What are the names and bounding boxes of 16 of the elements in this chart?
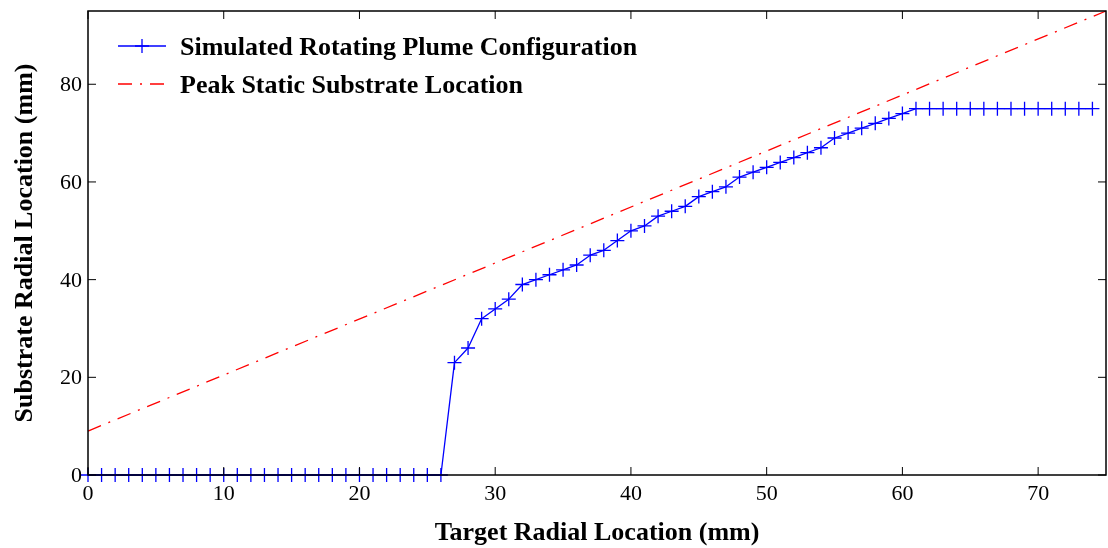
x-axis-title: Target Radial Location (mm) [434,517,760,546]
x-tick-label: 20 [348,480,371,505]
x-tick-label: 40 [619,480,642,505]
x-tick-label: 30 [484,480,507,505]
x-tick-label: 60 [891,480,914,505]
x-tick-label: 50 [755,480,778,505]
y-tick-label: 40 [60,266,82,292]
y-tick-label: 80 [60,71,82,97]
y-axis-title: Substrate Radial Location (mm) [9,63,38,423]
legend-label: Peak Static Substrate Location [180,70,524,99]
y-tick-label: 60 [60,168,82,194]
legend-label: Simulated Rotating Plume Configuration [180,32,638,61]
y-tick-label: 20 [60,364,82,390]
y-tick-label: 0 [71,462,82,487]
x-tick-label: 10 [212,480,235,505]
x-tick-label: 70 [1027,480,1050,505]
